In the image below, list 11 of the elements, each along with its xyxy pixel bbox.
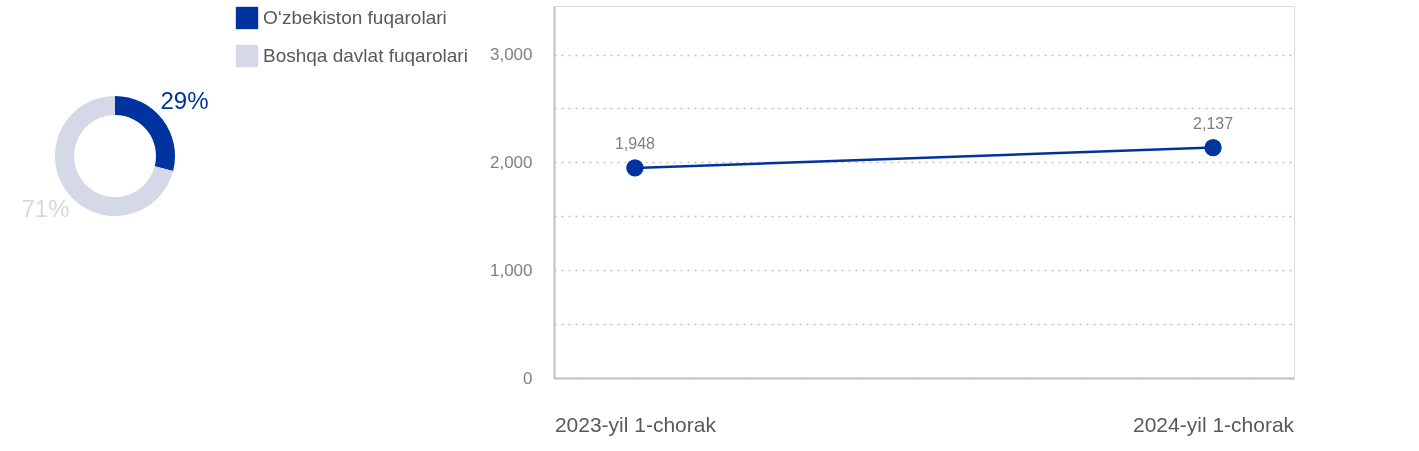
data-label: 29% — [160, 87, 209, 115]
legend-label: O‘zbekiston fuqarolari — [263, 7, 447, 28]
x-tick-label: 2023-yil 1-chorak — [554, 412, 717, 436]
y-tick-label: 3,000 — [489, 45, 533, 65]
legend-label: Boshqa davlat fuqarolari — [263, 45, 468, 66]
data-label: 1,948 — [614, 134, 656, 152]
x-tick-label: 2024-yil 1-chorak — [1133, 412, 1295, 436]
y-tick-label: 2,000 — [489, 152, 533, 172]
y-tick-label: 0 — [523, 368, 533, 388]
y-tick-label: 1,000 — [489, 260, 533, 280]
data-label: 2,137 — [1193, 114, 1234, 132]
